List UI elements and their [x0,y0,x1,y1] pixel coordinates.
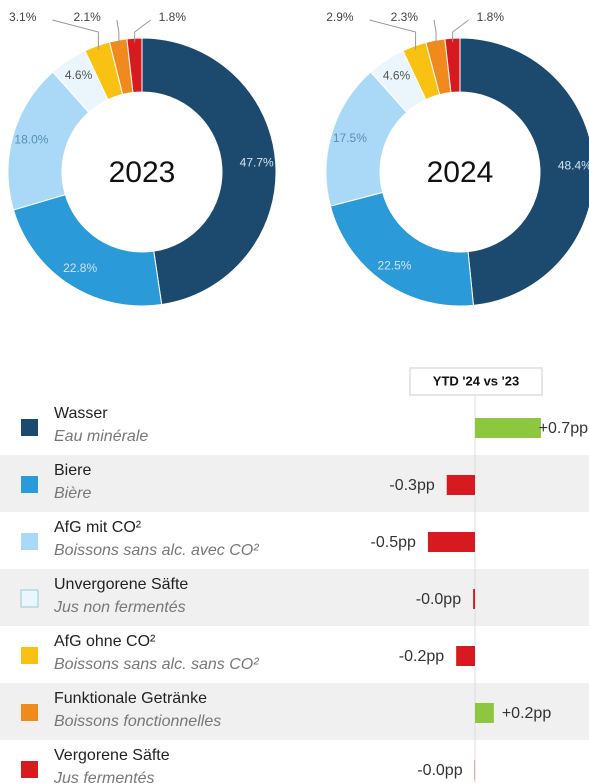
category-label: Vergorene Säfte [54,747,170,764]
legend-swatch [21,419,38,436]
value-label: +0.7pp [539,420,588,437]
legend-swatch [21,761,38,778]
donut-slice [459,37,589,306]
leader-line [433,19,437,45]
slice-label: 1.8% [159,10,187,24]
slice-label: 17.5% [333,131,367,145]
category-label: Funktionale Getränke [54,690,207,707]
category-translation: Boissons sans alc. sans CO² [54,656,259,673]
header-label: YTD '24 vs '23 [433,373,519,388]
row-background [0,455,589,512]
category-label: AfG ohne CO² [54,633,156,650]
value-label: -0.2pp [399,648,444,665]
slice-label: 4.6% [383,68,411,82]
category-translation: Jus fermentés [53,770,154,783]
donut-center-label: 2024 [427,156,494,189]
row-background [0,569,589,626]
slice-label: 2.3% [391,10,419,24]
category-label: AfG mit CO² [54,519,142,536]
legend-swatch [21,533,38,550]
bar [475,703,494,723]
slice-label: 48.4% [558,158,589,172]
donut-slice [126,37,143,94]
leader-line [369,19,417,50]
category-translation: Eau minérale [54,428,148,445]
leader-line [116,19,120,45]
slice-label: 4.6% [65,68,93,82]
legend-swatch [20,589,39,608]
category-translation: Jus non fermentés [53,599,186,616]
category-translation: Boissons fonctionnelles [54,713,221,730]
value-label: -0.5pp [371,534,416,551]
donut-slice [444,37,461,94]
slice-label: 1.8% [477,10,505,24]
bar [427,532,475,552]
bar [475,418,541,438]
value-label: -0.3pp [389,477,434,494]
donut-center-label: 2023 [109,156,176,189]
slice-label: 22.8% [63,261,97,275]
legend-swatch [21,476,38,493]
slice-label: 3.1% [9,10,37,24]
slice-label: 2.1% [74,10,102,24]
donut-slice [141,37,277,306]
value-label: +0.2pp [502,705,551,722]
leader-line [134,19,151,43]
category-label: Wasser [54,405,108,422]
category-translation: Bière [54,485,91,502]
category-translation: Boissons sans alc. avec CO² [54,542,259,559]
value-label: -0.0pp [416,591,461,608]
legend-swatch [21,647,38,664]
bar [446,475,475,495]
legend-swatch [21,704,38,721]
bar [473,589,475,609]
leader-line [452,19,469,43]
bar [456,646,475,666]
slice-label: 22.5% [377,259,411,273]
slice-label: 47.7% [240,156,274,170]
category-label: Unvergorene Säfte [54,576,188,593]
category-label: Biere [54,462,91,479]
value-label: -0.0pp [417,762,462,779]
slice-label: 2.9% [326,10,354,24]
leader-line [52,19,99,50]
slice-label: 18.0% [14,133,48,147]
header-box [409,367,543,396]
